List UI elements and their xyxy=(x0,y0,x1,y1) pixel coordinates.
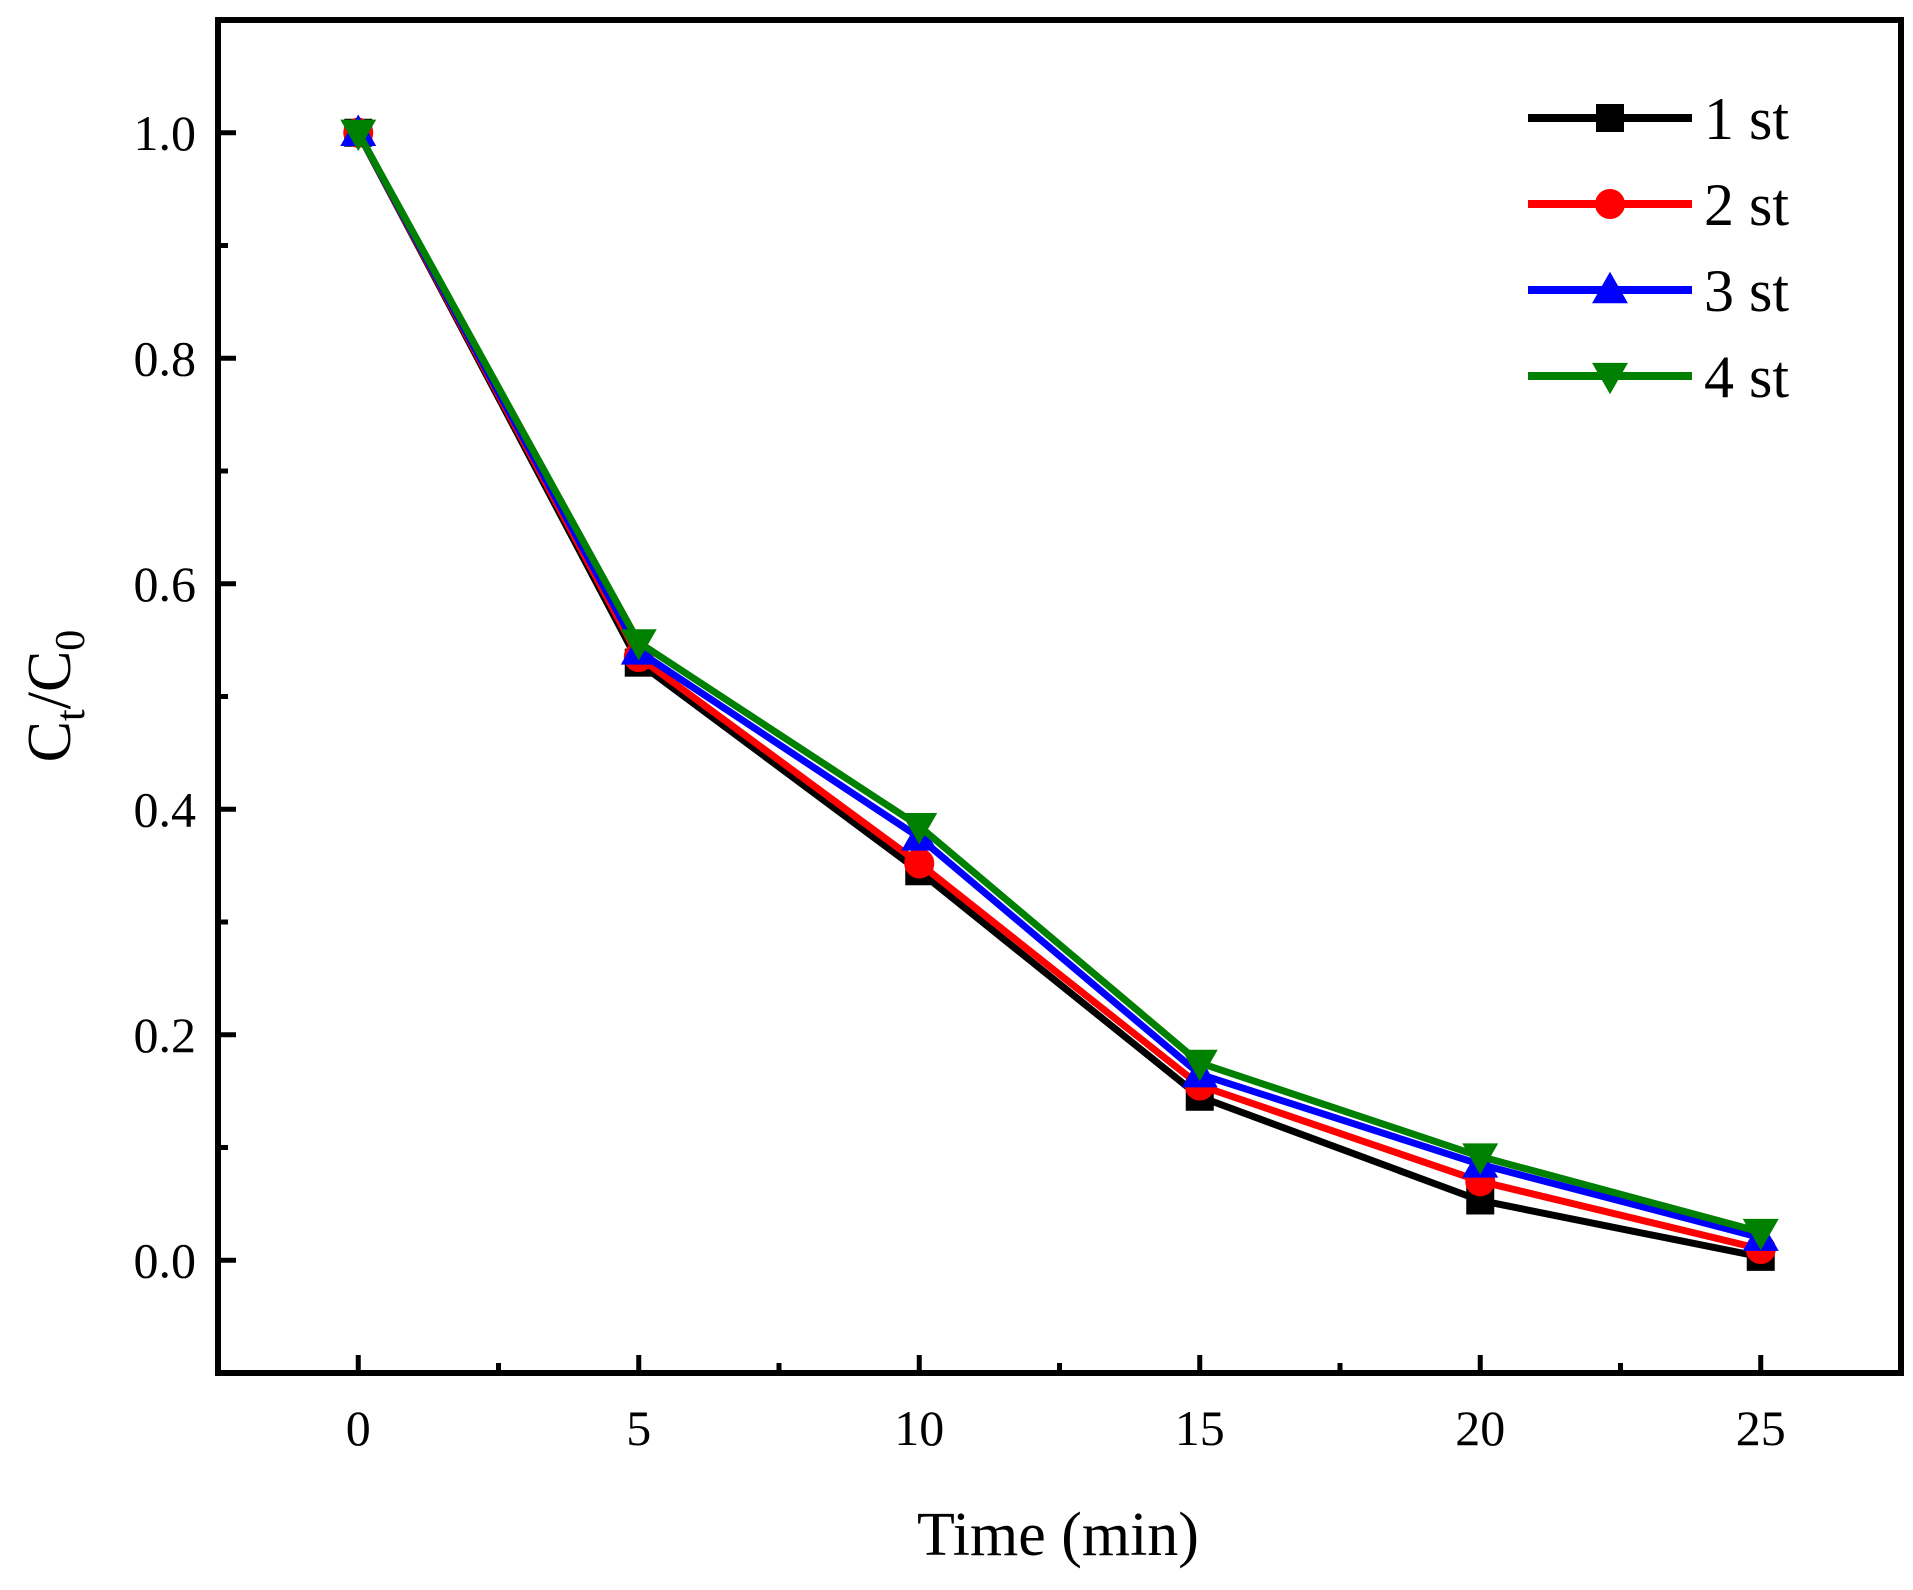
y-axis-title-sub-0: 0 xyxy=(48,630,94,651)
legend-entry-3: 3 st xyxy=(1528,258,1789,324)
legend-entry-4: 4 st xyxy=(1528,344,1789,410)
series-4-point-5 xyxy=(1742,1218,1779,1251)
legend-marker-3 xyxy=(1592,271,1628,304)
legend-entry-2: 2 st xyxy=(1528,172,1789,238)
series-line-3 xyxy=(355,131,1762,1242)
legend-label-1: 1 st xyxy=(1704,86,1789,152)
y-axis-title-c2: C xyxy=(16,651,84,692)
y-tick-label-0: 0.0 xyxy=(134,1232,197,1288)
series-2-point-2 xyxy=(904,848,935,879)
y-tick-label-5: 1.0 xyxy=(134,105,197,161)
y-axis-title: Ct/C0 xyxy=(16,630,94,763)
legend: 1 st 2 st 3 st 4 st xyxy=(1528,86,1789,410)
x-tick-label-0: 0 xyxy=(346,1400,371,1456)
legend-marker-1 xyxy=(1596,104,1624,132)
series-4 xyxy=(340,119,1779,1251)
y-tick-label-2: 0.4 xyxy=(134,781,197,837)
series-line-1 xyxy=(355,131,1762,1261)
x-axis-title: Time (min) xyxy=(917,1501,1199,1569)
series-4-point-4 xyxy=(1462,1143,1499,1175)
x-tick-label-5: 25 xyxy=(1736,1400,1786,1456)
x-tick-label-1: 5 xyxy=(626,1400,651,1456)
y-tick-label-1: 0.2 xyxy=(134,1007,197,1063)
series-4-point-1 xyxy=(620,629,657,661)
y-axis-title-c: C xyxy=(16,721,84,762)
y-tick-label-4: 0.8 xyxy=(134,330,197,386)
x-tick-label-3: 15 xyxy=(1175,1400,1225,1456)
y-axis-title-sub-t: t xyxy=(48,709,94,721)
legend-marker-2 xyxy=(1595,189,1625,219)
legend-label-4: 4 st xyxy=(1704,344,1789,410)
series-group xyxy=(340,114,1779,1271)
series-line-4 xyxy=(355,131,1762,1236)
series-4-point-0 xyxy=(340,119,377,152)
series-4-point-3 xyxy=(1181,1049,1218,1082)
x-tick-label-2: 10 xyxy=(894,1400,944,1456)
series-line-2 xyxy=(355,131,1762,1253)
series-4-point-2 xyxy=(901,812,938,845)
axes: 0 5 10 15 20 25 0.0 0.2 0.4 0.6 0.8 1.0 xyxy=(134,17,1786,1456)
y-axis-title-slash: / xyxy=(16,691,84,709)
y-tick-label-3: 0.6 xyxy=(134,556,197,612)
legend-label-2: 2 st xyxy=(1704,172,1789,238)
legend-label-3: 3 st xyxy=(1704,258,1789,324)
legend-entry-1: 1 st xyxy=(1528,86,1789,152)
plot-frame xyxy=(215,17,1904,1376)
x-tick-label-4: 20 xyxy=(1455,1400,1505,1456)
legend-marker-4 xyxy=(1592,362,1628,395)
